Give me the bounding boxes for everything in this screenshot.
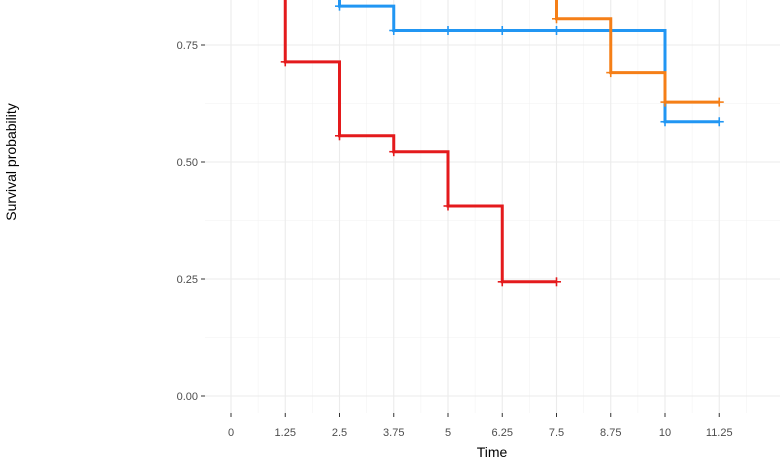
y-tick-label: 0.25 xyxy=(177,274,198,286)
y-axis-title: Survival probability xyxy=(3,103,19,221)
y-tick-labels: 0.00 0.25 0.50 0.75 xyxy=(177,40,198,403)
series-group xyxy=(552,0,724,107)
x-tick-label: 1.25 xyxy=(275,427,296,439)
y-tick-label: 0.75 xyxy=(177,40,198,52)
x-tick-label: 3.75 xyxy=(383,427,404,439)
x-tick-label: 6.25 xyxy=(492,427,513,439)
minor-gridlines xyxy=(205,0,780,413)
series-group xyxy=(280,0,561,287)
axis-ticks xyxy=(201,44,720,417)
x-tick-label: 8.75 xyxy=(600,427,621,439)
x-tick-label: 0 xyxy=(228,427,234,439)
series-layer xyxy=(280,0,724,287)
x-tick-label: 7.5 xyxy=(549,427,564,439)
series-group xyxy=(335,0,724,127)
y-tick-label: 0.00 xyxy=(177,391,198,403)
x-axis-title: Time xyxy=(477,444,508,460)
x-tick-labels: 0 1.25 2.5 3.75 5 6.25 7.5 8.75 10 11.25 xyxy=(228,427,733,439)
x-tick-label: 10 xyxy=(659,427,671,439)
y-tick-label: 0.50 xyxy=(177,157,198,169)
x-tick-label: 5 xyxy=(445,427,451,439)
x-tick-label: 2.5 xyxy=(332,427,347,439)
x-tick-label: 11.25 xyxy=(706,427,733,439)
